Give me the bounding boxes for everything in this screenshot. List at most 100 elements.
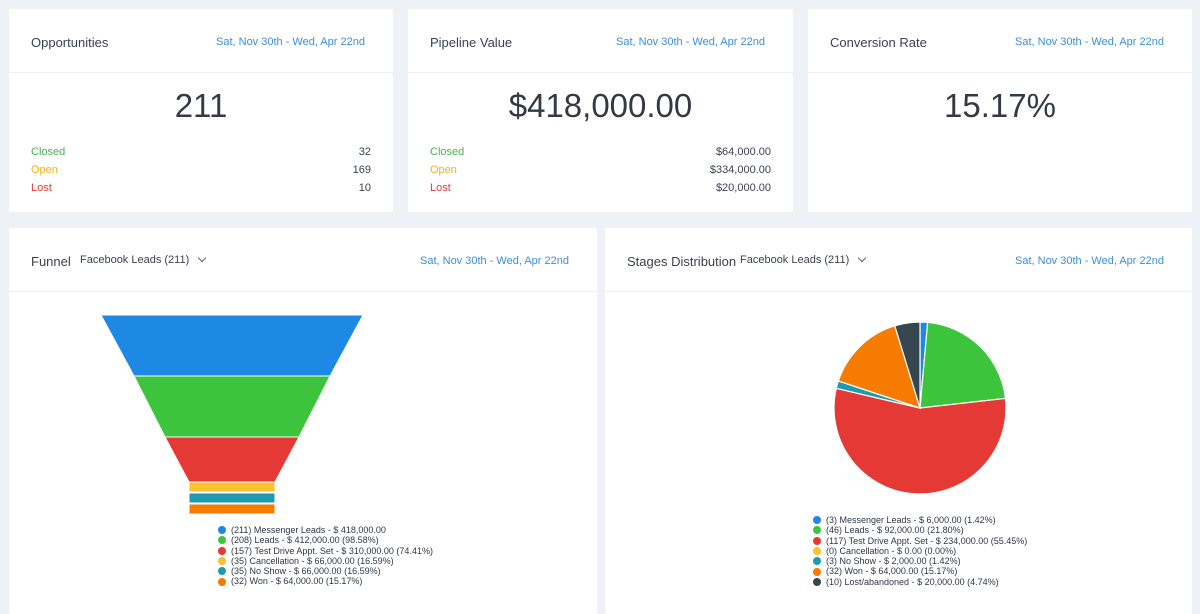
funnel-segment-cancellation[interactable]: [188, 481, 276, 493]
funnel-legend-item-test-drive-appt-set[interactable]: (157) Test Drive Appt. Set - $ 310,000.0…: [218, 546, 433, 556]
stages-pie-chart: [833, 321, 1007, 495]
legend-text: (35) No Show - $ 66,000.00 (16.59%): [231, 566, 381, 577]
pie-slice-lost-abandoned[interactable]: [894, 321, 921, 409]
lost-label: Lost: [31, 182, 52, 194]
pipeline-title: Pipeline Value: [430, 35, 513, 50]
legend-text: (32) Won - $ 64,000.00 (15.17%): [826, 566, 958, 577]
pie-slice-leads[interactable]: [919, 321, 1007, 409]
conversion-date-range[interactable]: Sat, Nov 30th - Wed, Apr 22nd: [1015, 36, 1164, 48]
legend-text: (208) Leads - $ 412,000.00 (98.58%): [231, 535, 379, 546]
funnel-chart: [100, 314, 364, 515]
funnel-legend: (211) Messenger Leads - $ 418,000.00 (208…: [218, 525, 433, 587]
pipeline-open-row: Open $334,000.00: [430, 164, 771, 176]
legend-text: (3) No Show - $ 2,000.00 (1.42%): [826, 556, 961, 567]
legend-dot-icon: [218, 526, 226, 535]
legend-text: (35) Cancellation - $ 66,000.00 (16.59%): [231, 555, 394, 566]
closed-value: 32: [358, 146, 371, 158]
pipeline-card-header: Pipeline Value Sat, Nov 30th - Wed, Apr …: [408, 9, 793, 73]
opportunities-open-row: Open 169: [31, 164, 371, 176]
stages-legend-item-cancellation[interactable]: (0) Cancellation - $ 0.00 (0.00%): [813, 546, 1027, 556]
legend-dot-icon: [218, 567, 226, 576]
legend-dot-icon: [218, 536, 226, 545]
opportunities-card-header: Opportunities Sat, Nov 30th - Wed, Apr 2…: [9, 9, 393, 73]
legend-dot-icon: [813, 547, 821, 556]
lost-value: $20,000.00: [715, 182, 771, 194]
pipeline-total: $418,000.00: [508, 87, 693, 124]
open-label: Open: [31, 164, 58, 176]
funnel-segment-messenger-leads[interactable]: [100, 314, 364, 377]
opportunities-lost-row: Lost 10: [31, 182, 371, 194]
legend-dot-icon: [218, 546, 226, 555]
legend-dot-icon: [813, 526, 821, 535]
stages-card-header: Stages Distribution Facebook Leads (211)…: [605, 228, 1192, 292]
legend-dot-icon: [813, 567, 821, 576]
funnel-segment-test-drive-appt-set[interactable]: [164, 436, 300, 483]
stages-legend-item-won[interactable]: (32) Won - $ 64,000.00 (15.17%): [813, 566, 1027, 576]
stages-legend-item-messenger-leads[interactable]: (3) Messenger Leads - $ 6,000.00 (1.42%): [813, 515, 1027, 525]
legend-text: (10) Lost/abandoned - $ 20,000.00 (4.74%…: [826, 576, 999, 587]
funnel-segment-leads[interactable]: [133, 375, 331, 438]
conversion-card-header: Conversion Rate Sat, Nov 30th - Wed, Apr…: [808, 9, 1192, 73]
opportunities-date-range[interactable]: Sat, Nov 30th - Wed, Apr 22nd: [216, 36, 365, 48]
funnel-card: Funnel Facebook Leads (211) Sat, Nov 30t…: [9, 228, 597, 614]
stages-pipeline-dropdown[interactable]: Facebook Leads (211): [740, 253, 867, 266]
pipeline-lost-row: Lost $20,000.00: [430, 182, 771, 194]
pipeline-date-range[interactable]: Sat, Nov 30th - Wed, Apr 22nd: [616, 36, 765, 48]
legend-text: (46) Leads - $ 92,000.00 (21.80%): [826, 525, 964, 536]
funnel-legend-item-cancellation[interactable]: (35) Cancellation - $ 66,000.00 (16.59%): [218, 556, 433, 566]
open-value: 169: [352, 164, 371, 176]
lost-label: Lost: [430, 182, 451, 194]
opportunities-card: Opportunities Sat, Nov 30th - Wed, Apr 2…: [9, 9, 393, 212]
opportunities-title: Opportunities: [31, 35, 109, 50]
funnel-legend-item-messenger-leads[interactable]: (211) Messenger Leads - $ 418,000.00: [218, 525, 433, 535]
closed-label: Closed: [430, 146, 465, 158]
open-label: Open: [430, 164, 457, 176]
legend-text: (32) Won - $ 64,000.00 (15.17%): [231, 576, 363, 587]
stages-distribution-card: Stages Distribution Facebook Leads (211)…: [605, 228, 1192, 614]
chevron-down-icon: [858, 253, 867, 263]
pie-slice-won[interactable]: [837, 325, 921, 409]
conversion-rate-card: Conversion Rate Sat, Nov 30th - Wed, Apr…: [808, 9, 1192, 212]
stages-dropdown-value: Facebook Leads (211): [740, 254, 850, 266]
open-value: $334,000.00: [709, 164, 771, 176]
stages-date-range[interactable]: Sat, Nov 30th - Wed, Apr 22nd: [1015, 255, 1164, 267]
legend-text: (3) Messenger Leads - $ 6,000.00 (1.42%): [826, 515, 996, 525]
chevron-down-icon: [198, 253, 207, 263]
stages-legend: (3) Messenger Leads - $ 6,000.00 (1.42%)…: [813, 515, 1027, 587]
legend-dot-icon: [813, 536, 821, 545]
closed-label: Closed: [31, 146, 66, 158]
funnel-card-header: Funnel Facebook Leads (211) Sat, Nov 30t…: [9, 228, 597, 292]
stages-title: Stages Distribution: [627, 254, 737, 269]
legend-text: (0) Cancellation - $ 0.00 (0.00%): [826, 545, 957, 556]
funnel-legend-item-leads[interactable]: (208) Leads - $ 412,000.00 (98.58%): [218, 535, 433, 545]
conversion-rate-value: 15.17%: [944, 87, 1056, 124]
funnel-segment-won[interactable]: [188, 503, 276, 515]
closed-value: $64,000.00: [715, 146, 771, 158]
legend-dot-icon: [218, 557, 226, 566]
stages-legend-item-lost-abandoned[interactable]: (10) Lost/abandoned - $ 20,000.00 (4.74%…: [813, 577, 1027, 587]
opportunities-closed-row: Closed 32: [31, 146, 371, 158]
pie-slice-test-drive-appt-set[interactable]: [833, 387, 1007, 495]
legend-text: (211) Messenger Leads - $ 418,000.00: [231, 525, 386, 535]
lost-value: 10: [358, 182, 371, 194]
legend-text: (117) Test Drive Appt. Set - $ 234,000.0…: [826, 535, 1028, 546]
stages-legend-item-leads[interactable]: (46) Leads - $ 92,000.00 (21.80%): [813, 525, 1027, 535]
funnel-legend-item-no-show[interactable]: (35) No Show - $ 66,000.00 (16.59%): [218, 566, 433, 576]
funnel-segment-no-show[interactable]: [188, 492, 276, 504]
legend-text: (157) Test Drive Appt. Set - $ 310,000.0…: [231, 545, 433, 556]
funnel-legend-item-won[interactable]: (32) Won - $ 64,000.00 (15.17%): [218, 576, 433, 586]
pipeline-closed-row: Closed $64,000.00: [430, 146, 771, 158]
funnel-dropdown-value: Facebook Leads (211): [80, 254, 190, 266]
legend-dot-icon: [813, 577, 821, 586]
conversion-title: Conversion Rate: [830, 35, 927, 50]
funnel-title: Funnel: [31, 254, 71, 269]
funnel-pipeline-dropdown[interactable]: Facebook Leads (211): [80, 253, 207, 266]
opportunities-total: 211: [174, 87, 228, 124]
legend-dot-icon: [218, 577, 226, 586]
pipeline-value-card: Pipeline Value Sat, Nov 30th - Wed, Apr …: [408, 9, 793, 212]
funnel-date-range[interactable]: Sat, Nov 30th - Wed, Apr 22nd: [420, 255, 569, 267]
stages-legend-item-no-show[interactable]: (3) No Show - $ 2,000.00 (1.42%): [813, 556, 1027, 566]
legend-dot-icon: [813, 557, 821, 566]
legend-dot-icon: [813, 516, 821, 525]
stages-legend-item-test-drive-appt-set[interactable]: (117) Test Drive Appt. Set - $ 234,000.0…: [813, 536, 1027, 546]
